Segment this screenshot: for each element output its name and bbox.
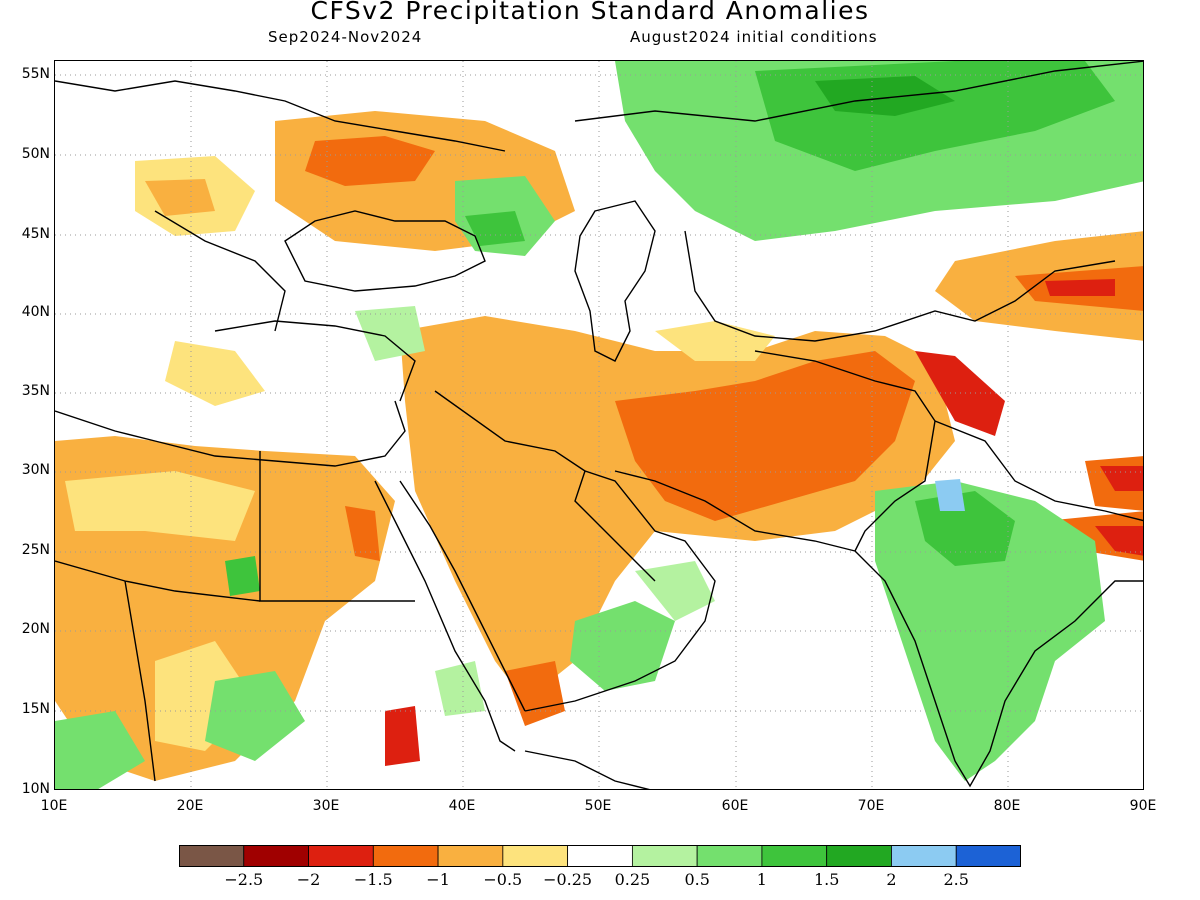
lon-label-10e: 10E: [40, 798, 68, 814]
colorbar: [179, 845, 1021, 867]
lat-label-40n: 40N: [21, 304, 50, 320]
lat-label-20n: 20N: [21, 621, 50, 637]
lat-label-25n: 25N: [21, 542, 50, 558]
lat-label-10n: 10N: [21, 781, 50, 797]
lat-label-55n: 55N: [21, 66, 50, 82]
colorbar-label: 0.5: [684, 870, 710, 889]
colorbar-swatch: [891, 845, 957, 867]
colorbar-label: 2: [886, 870, 897, 889]
lon-label-20e: 20E: [176, 798, 204, 814]
lat-label-45n: 45N: [21, 226, 50, 242]
colorbar-swatch: [243, 845, 309, 867]
coastlines-and-borders: [55, 61, 1143, 789]
lon-label-90e: 90E: [1129, 798, 1157, 814]
colorbar-label: −1.5: [353, 870, 393, 889]
colorbar-swatch: [631, 845, 698, 867]
lon-label-70e: 70E: [857, 798, 885, 814]
lon-label-80e: 80E: [993, 798, 1021, 814]
colorbar-swatch: [761, 845, 828, 867]
colorbar-label: 0.25: [614, 870, 651, 889]
forecast-period: Sep2024-Nov2024: [268, 28, 423, 46]
anomaly-map: [54, 60, 1144, 790]
colorbar-swatch: [308, 845, 374, 867]
map-canvas: [55, 61, 1143, 789]
colorbar-swatch: [179, 845, 245, 867]
colorbar-label: 1: [756, 870, 767, 889]
colorbar-swatch: [955, 845, 1021, 867]
colorbar-swatch: [696, 845, 763, 867]
colorbar-label: 2.5: [943, 870, 969, 889]
lon-label-50e: 50E: [584, 798, 612, 814]
lat-label-30n: 30N: [21, 462, 50, 478]
colorbar-label: 1.5: [813, 870, 840, 889]
lon-label-40e: 40E: [448, 798, 476, 814]
lat-lon-grid: [55, 61, 1143, 789]
colorbar-swatch: [567, 845, 633, 867]
colorbar-swatch: [372, 845, 439, 867]
colorbar-label: −1: [426, 870, 450, 889]
colorbar-label: −2: [296, 870, 321, 889]
colorbar-swatch: [826, 845, 892, 867]
wet-anomaly-shading: [55, 61, 1143, 789]
colorbar-label: −0.25: [543, 870, 593, 889]
lat-label-35n: 35N: [21, 383, 50, 399]
colorbar-label: −0.5: [483, 870, 523, 889]
colorbar-swatch: [437, 845, 504, 867]
initial-conditions: August2024 initial conditions: [630, 28, 878, 46]
lat-label-50n: 50N: [21, 146, 50, 162]
lon-label-60e: 60E: [721, 798, 749, 814]
lon-label-30e: 30E: [312, 798, 340, 814]
colorbar-swatch: [502, 845, 569, 867]
lat-label-15n: 15N: [21, 701, 50, 717]
colorbar-label: −2.5: [224, 870, 264, 889]
chart-title: CFSv2 Precipitation Standard Anomalies: [310, 0, 870, 25]
